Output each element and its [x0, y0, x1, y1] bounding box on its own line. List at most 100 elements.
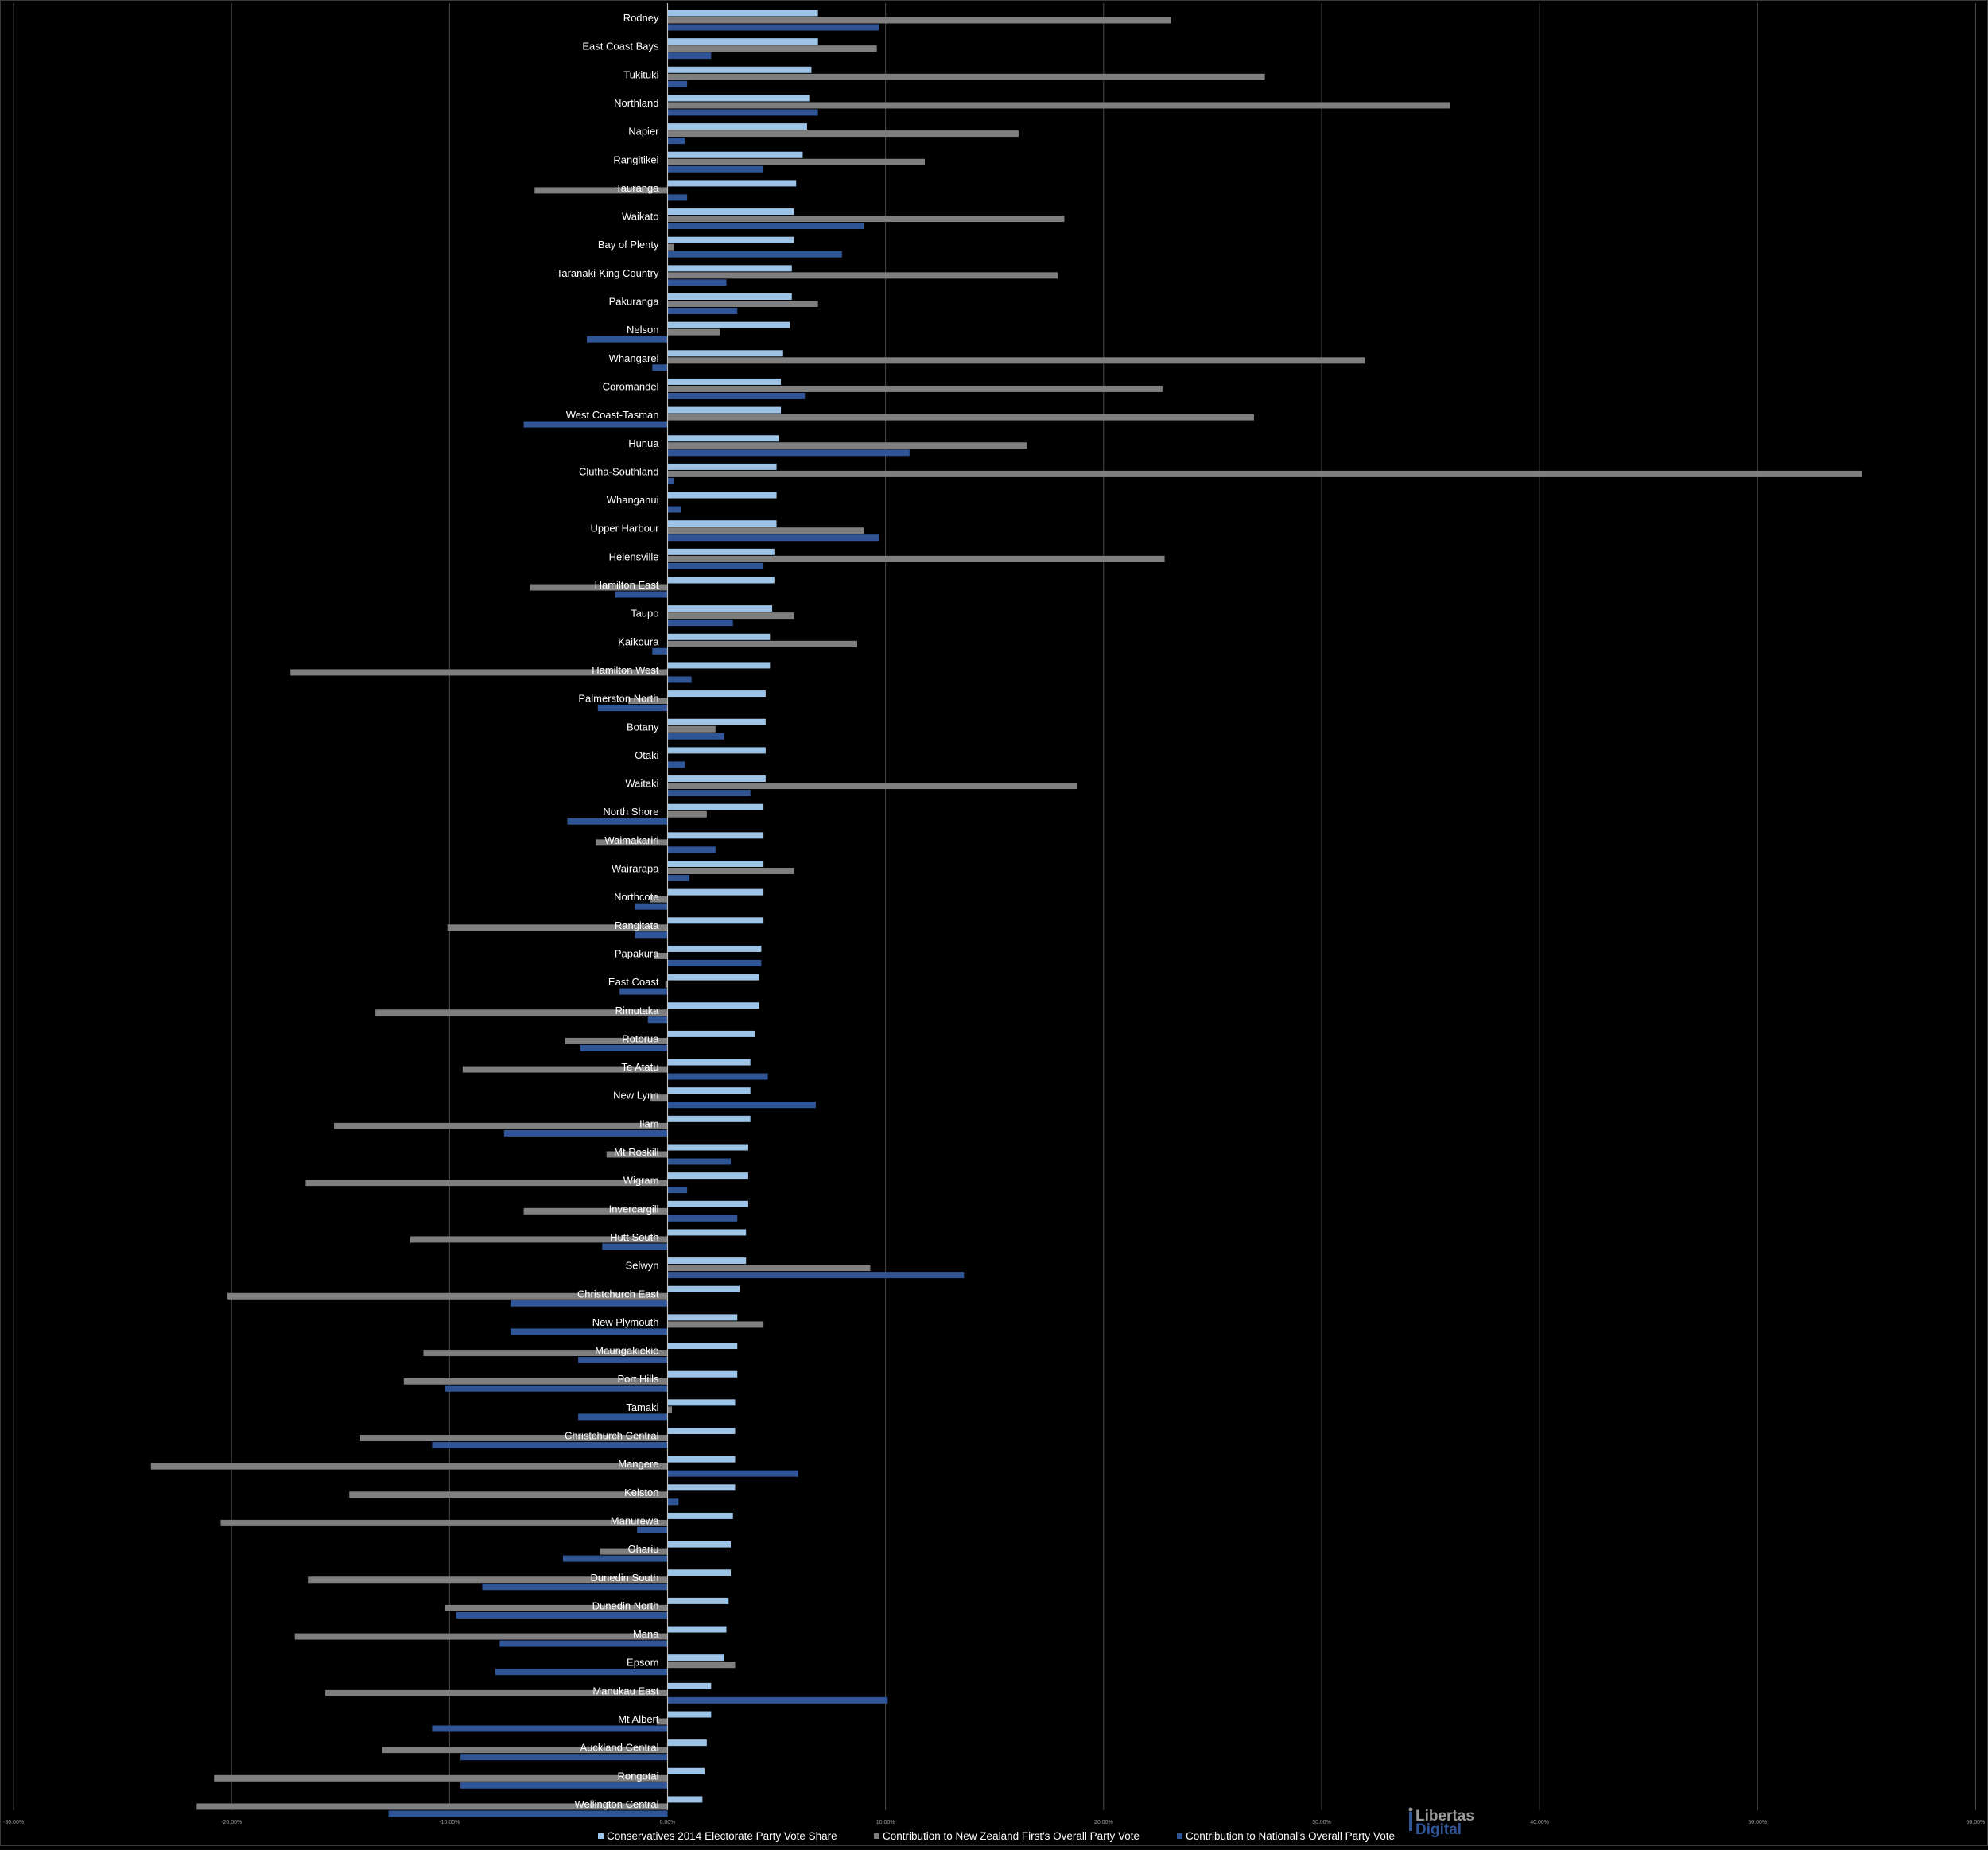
nz-first-bar	[375, 1009, 668, 1016]
category-label: Rimutaka	[615, 1005, 660, 1016]
national-bar	[460, 1782, 668, 1789]
conservatives-bar	[667, 1144, 748, 1151]
category-label: Wigram	[623, 1175, 659, 1187]
legend: Conservatives 2014 Electorate Party Vote…	[598, 1830, 1395, 1842]
conservatives-bar	[667, 435, 779, 442]
nz-first-bar	[349, 1491, 668, 1498]
nz-first-bar	[667, 1265, 871, 1272]
national-bar	[635, 931, 668, 939]
nz-first-bar	[667, 130, 1019, 138]
category-label: Invercargill	[609, 1203, 659, 1215]
category-label: Whangarei	[609, 352, 659, 364]
nz-first-bar	[214, 1774, 668, 1782]
category-label: Mt Roskill	[614, 1146, 658, 1158]
national-bar	[667, 477, 674, 484]
logo-line2: Digital	[1415, 1821, 1462, 1838]
bars	[150, 10, 1862, 1817]
x-tick-label: 40.00%	[1530, 1820, 1549, 1825]
x-axis-ticks: -30.00% -20.00% -10.00% 0.00% 10.00% 20.00% 30…	[3, 1820, 1985, 1825]
national-bar	[667, 1158, 732, 1165]
conservatives-bar	[667, 803, 764, 810]
conservatives-bar	[667, 463, 777, 470]
nz-first-bar	[667, 216, 1065, 223]
category-label: Bay of Plenty	[598, 239, 659, 251]
national-bar	[667, 1187, 688, 1194]
nz-first-bar	[667, 527, 864, 534]
category-label: Clutha-Southland	[579, 465, 658, 477]
category-label: Upper Harbour	[591, 523, 660, 534]
conservatives-bar	[667, 1682, 712, 1689]
nz-first-bar	[667, 640, 858, 647]
nz-first-bar	[290, 669, 668, 676]
nz-first-bar	[667, 612, 794, 620]
category-label: Rotorua	[622, 1032, 659, 1044]
category-label: Palmerston North	[578, 693, 658, 705]
legend-swatch	[874, 1833, 879, 1839]
conservatives-bar	[667, 378, 782, 385]
national-bar	[615, 591, 668, 598]
conservatives-bar	[667, 1172, 748, 1180]
category-label: Northcote	[614, 891, 658, 903]
category-label: Whanganui	[607, 494, 659, 506]
conservatives-bar	[667, 1569, 732, 1576]
conservatives-bar	[667, 945, 762, 952]
conservatives-bar	[667, 1200, 748, 1207]
nz-first-bar	[667, 810, 707, 818]
category-label: Hamilton West	[592, 664, 659, 676]
nz-first-bar	[667, 243, 674, 251]
conservatives-bar	[667, 888, 764, 896]
nz-first-bar	[656, 1718, 668, 1725]
national-bar	[667, 1696, 888, 1704]
nz-first-bar	[308, 1576, 668, 1584]
national-bar	[667, 506, 681, 513]
category-label: Wellington Central	[575, 1798, 659, 1810]
conservatives-bar	[667, 1399, 736, 1406]
conservatives-bar	[667, 974, 759, 981]
conservatives-bar	[667, 236, 794, 243]
conservatives-bar	[667, 1087, 751, 1094]
logo-bar-icon	[1409, 1812, 1412, 1831]
conservatives-bar	[667, 718, 766, 725]
national-bar	[445, 1385, 668, 1392]
x-tick-label: -20.00%	[221, 1820, 242, 1825]
national-bar	[667, 846, 716, 853]
conservatives-bar	[667, 917, 764, 924]
conservatives-bar	[667, 1654, 724, 1662]
nz-first-bar	[654, 952, 668, 959]
national-bar	[482, 1584, 668, 1591]
conservatives-bar	[667, 605, 773, 612]
conservatives-bar	[667, 1626, 727, 1633]
category-label: Tamaki	[626, 1401, 658, 1413]
category-label: Papakura	[615, 947, 659, 959]
category-label: Kaikoura	[618, 635, 659, 647]
nz-first-bar	[325, 1689, 668, 1696]
category-label: Taupo	[631, 608, 658, 620]
conservatives-bar	[667, 95, 810, 102]
category-label: Rangitata	[615, 919, 659, 931]
national-bar	[567, 818, 668, 825]
x-tick-label: 50.00%	[1748, 1820, 1767, 1825]
national-bar	[667, 1073, 768, 1080]
conservatives-bar	[667, 1314, 738, 1321]
nz-first-bar	[227, 1292, 668, 1300]
conservatives-bar	[667, 1059, 751, 1066]
national-bar	[511, 1300, 668, 1307]
nz-first-bar	[523, 1207, 668, 1215]
national-bar	[562, 1555, 668, 1562]
nz-first-bar	[667, 17, 1171, 24]
nz-first-bar	[220, 1519, 668, 1526]
nz-first-bar	[650, 896, 668, 903]
conservatives-bar	[667, 180, 797, 187]
category-label: Helensville	[609, 550, 659, 562]
national-bar	[667, 790, 751, 797]
national-bar	[495, 1669, 668, 1676]
nz-first-bar	[667, 301, 818, 307]
category-label: Hamilton East	[595, 579, 659, 591]
national-bar	[667, 1215, 738, 1222]
national-bar	[602, 1243, 668, 1250]
national-bar	[667, 1272, 965, 1279]
nz-first-bar	[667, 328, 720, 336]
national-bar	[667, 165, 764, 173]
